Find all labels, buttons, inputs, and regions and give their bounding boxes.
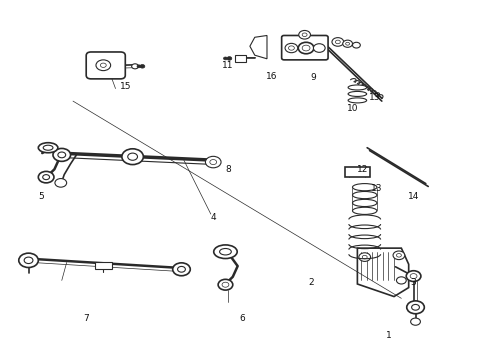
Circle shape	[205, 156, 221, 168]
Circle shape	[314, 44, 325, 52]
Circle shape	[352, 42, 360, 48]
Circle shape	[58, 152, 66, 158]
Text: 11: 11	[222, 61, 234, 70]
Ellipse shape	[348, 85, 367, 90]
Circle shape	[362, 255, 367, 259]
Circle shape	[299, 31, 311, 39]
Text: 10: 10	[347, 104, 358, 113]
Circle shape	[100, 63, 106, 67]
Circle shape	[412, 305, 419, 310]
Circle shape	[38, 171, 54, 183]
Bar	[95, 262, 112, 270]
Text: 4: 4	[210, 213, 216, 222]
FancyBboxPatch shape	[282, 36, 328, 60]
Polygon shape	[250, 36, 267, 59]
Circle shape	[335, 40, 340, 44]
Text: 5: 5	[38, 192, 44, 201]
Circle shape	[393, 251, 405, 260]
Circle shape	[343, 40, 352, 47]
Ellipse shape	[352, 192, 377, 199]
Circle shape	[396, 253, 401, 257]
Ellipse shape	[38, 143, 58, 153]
Text: 15: 15	[120, 82, 131, 91]
Circle shape	[298, 42, 314, 54]
Circle shape	[55, 179, 67, 187]
Circle shape	[223, 57, 227, 60]
Circle shape	[43, 175, 49, 180]
Circle shape	[128, 153, 138, 160]
Text: 13: 13	[369, 93, 380, 102]
Text: 13: 13	[371, 184, 383, 193]
Circle shape	[410, 274, 417, 279]
Text: 2: 2	[308, 278, 314, 287]
Circle shape	[222, 282, 229, 287]
Text: 1: 1	[386, 332, 392, 341]
Ellipse shape	[352, 199, 377, 207]
Bar	[235, 55, 246, 62]
Circle shape	[302, 33, 307, 37]
Circle shape	[172, 263, 190, 276]
Text: 3: 3	[411, 278, 416, 287]
Ellipse shape	[348, 91, 367, 96]
Ellipse shape	[214, 245, 237, 258]
Ellipse shape	[352, 184, 377, 191]
Circle shape	[177, 266, 185, 272]
Circle shape	[218, 279, 233, 290]
Text: 12: 12	[357, 165, 368, 174]
Text: 14: 14	[408, 192, 419, 201]
Text: 8: 8	[225, 165, 231, 174]
Text: 7: 7	[83, 314, 89, 323]
Circle shape	[140, 64, 145, 68]
Circle shape	[302, 45, 310, 51]
Circle shape	[289, 46, 294, 50]
Text: 16: 16	[266, 72, 278, 81]
Circle shape	[19, 253, 38, 267]
Circle shape	[285, 43, 298, 53]
Ellipse shape	[220, 248, 231, 255]
Circle shape	[406, 271, 421, 282]
FancyBboxPatch shape	[86, 52, 125, 79]
Circle shape	[332, 38, 343, 46]
Circle shape	[359, 253, 370, 261]
Circle shape	[396, 277, 406, 284]
Circle shape	[122, 149, 144, 165]
Text: 9: 9	[311, 73, 316, 82]
Circle shape	[24, 257, 33, 264]
Circle shape	[96, 60, 111, 71]
Ellipse shape	[43, 145, 53, 150]
Circle shape	[411, 318, 420, 325]
Circle shape	[137, 65, 141, 68]
Circle shape	[53, 148, 71, 161]
Circle shape	[345, 42, 349, 45]
Circle shape	[407, 301, 424, 314]
Ellipse shape	[352, 207, 377, 215]
Text: 6: 6	[240, 314, 245, 323]
Circle shape	[132, 64, 139, 69]
Bar	[345, 167, 369, 177]
Circle shape	[210, 159, 217, 165]
Circle shape	[227, 57, 232, 60]
Ellipse shape	[348, 98, 367, 103]
